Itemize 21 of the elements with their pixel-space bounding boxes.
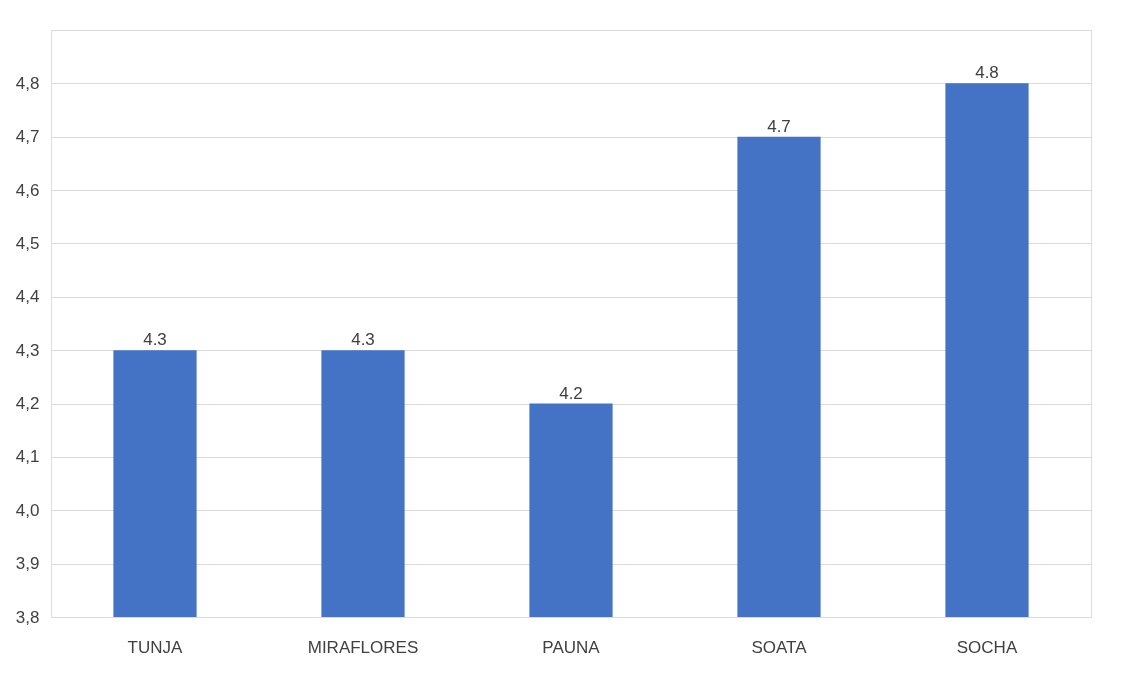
data-label: 4.7 (767, 116, 791, 136)
y-tick-label: 4,3 (15, 340, 40, 360)
x-tick-label: TUNJA (127, 637, 184, 657)
data-label: 4.8 (975, 63, 999, 83)
x-tick-label: MIRAFLORES (307, 637, 419, 657)
x-tick-label: PAUNA (542, 637, 601, 657)
data-label: 4.2 (559, 383, 583, 403)
y-tick-label: 4,8 (15, 73, 40, 93)
data-label: 4.3 (351, 330, 375, 350)
y-tick-label: 4,4 (15, 287, 40, 307)
y-tick-label: 4,1 (15, 447, 40, 467)
data-label: 4.3 (143, 330, 167, 350)
y-tick-label: 4,7 (15, 127, 40, 147)
y-tick-label: 4,0 (15, 500, 40, 520)
x-tick-label: SOATA (751, 637, 808, 657)
y-tick-label: 4,2 (15, 394, 40, 414)
x-tick-label: SOCHA (956, 637, 1018, 657)
y-tick-label: 3,9 (15, 554, 40, 574)
y-tick-label: 4,5 (15, 233, 40, 253)
y-tick-label: 3,8 (15, 607, 40, 627)
y-tick-label: 4,6 (15, 180, 40, 200)
